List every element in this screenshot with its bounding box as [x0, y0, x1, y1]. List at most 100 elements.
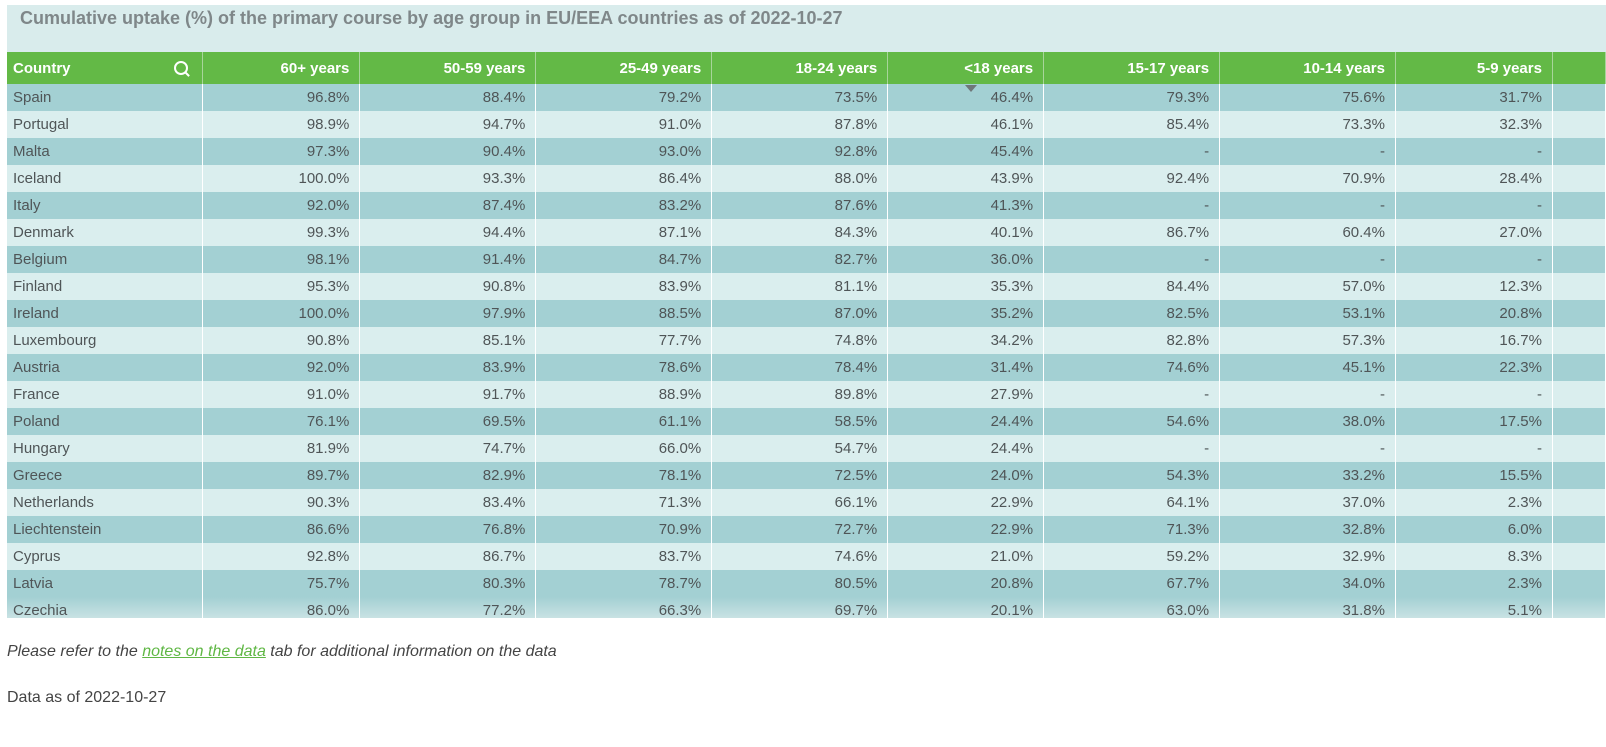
column-header-8[interactable]: 5-9 years	[1395, 52, 1553, 84]
value-cell: 45.1%	[1219, 354, 1396, 381]
data-note: Please refer to the notes on the data ta…	[7, 643, 557, 661]
value-cell: 82.9%	[359, 462, 537, 489]
table-row[interactable]: Luxembourg 90.8% 85.1% 77.7% 74.8% 34.2% 82.8%…	[7, 327, 1606, 354]
value-cell: 94.4%	[359, 219, 537, 246]
value-cell: 97.9%	[359, 300, 537, 327]
value-cell: 54.3%	[1043, 462, 1221, 489]
country-cell: Luxembourg	[7, 327, 204, 354]
table-row[interactable]: Poland 76.1% 69.5% 61.1% 58.5% 24.4% 54.6% 38.0…	[7, 408, 1606, 435]
value-cell: 84.7%	[535, 246, 713, 273]
value-cell: 93.3%	[359, 165, 537, 192]
value-cell: 89.7%	[202, 462, 361, 489]
value-cell: 74.8%	[711, 327, 889, 354]
column-header-label: 50-59 years	[443, 59, 526, 77]
search-icon[interactable]	[174, 61, 189, 75]
value-cell: 75.6%	[1219, 84, 1396, 111]
table-row[interactable]: Malta 97.3% 90.4% 93.0% 92.8% 45.4% - - -	[7, 138, 1606, 165]
value-cell: 69.5%	[359, 408, 537, 435]
value-cell: 83.2%	[535, 192, 713, 219]
overflow-cell	[1552, 327, 1606, 354]
table-row[interactable]: Liechtenstein 86.6% 76.8% 70.9% 72.7% 22.9% 71…	[7, 516, 1606, 543]
table-row[interactable]: Latvia 75.7% 80.3% 78.7% 80.5% 20.8% 67.7% 34.0…	[7, 570, 1606, 597]
column-header-label: 60+ years	[280, 59, 350, 77]
country-cell: Netherlands	[7, 489, 204, 516]
uptake-table-widget: Cumulative uptake (%) of the primary cou…	[7, 5, 1606, 618]
value-cell: 15.5%	[1395, 462, 1553, 489]
table-row[interactable]: Czechia 86.0% 77.2% 66.3% 69.7% 20.1% 63.0% 31.…	[7, 597, 1606, 618]
value-cell: 64.1%	[1043, 489, 1221, 516]
value-cell: 87.1%	[535, 219, 713, 246]
table-row[interactable]: Denmark 99.3% 94.4% 87.1% 84.3% 40.1% 86.7% 60.…	[7, 219, 1606, 246]
value-cell: 92.8%	[202, 543, 361, 570]
value-cell: 72.7%	[711, 516, 889, 543]
value-cell: 90.3%	[202, 489, 361, 516]
column-header-label: 25-49 years	[619, 59, 702, 77]
value-cell: 46.4%	[887, 84, 1045, 111]
value-cell: 96.8%	[202, 84, 361, 111]
value-cell: 72.5%	[711, 462, 889, 489]
column-header-4[interactable]: 18-24 years	[711, 52, 889, 84]
value-cell: 34.2%	[887, 327, 1045, 354]
country-cell: Spain	[7, 84, 204, 111]
value-cell: 5.1%	[1395, 597, 1553, 618]
overflow-cell	[1552, 165, 1606, 192]
value-cell: 78.4%	[711, 354, 889, 381]
value-cell: 20.8%	[887, 570, 1045, 597]
value-cell: 31.8%	[1219, 597, 1396, 618]
value-cell: 20.8%	[1395, 300, 1553, 327]
column-header-label: 18-24 years	[795, 59, 878, 77]
table-row[interactable]: Italy 92.0% 87.4% 83.2% 87.6% 41.3% - - -	[7, 192, 1606, 219]
table-row[interactable]: Belgium 98.1% 91.4% 84.7% 82.7% 36.0% - - -	[7, 246, 1606, 273]
column-header-1[interactable]: 60+ years	[202, 52, 361, 84]
value-cell: 94.7%	[359, 111, 537, 138]
value-cell: 87.8%	[711, 111, 889, 138]
value-cell: 86.0%	[202, 597, 361, 618]
table-row[interactable]: Portugal 98.9% 94.7% 91.0% 87.8% 46.1% 85.4% 73…	[7, 111, 1606, 138]
value-cell: 81.1%	[711, 273, 889, 300]
value-cell: 34.0%	[1219, 570, 1396, 597]
table-row[interactable]: Finland 95.3% 90.8% 83.9% 81.1% 35.3% 84.4% 57.…	[7, 273, 1606, 300]
value-cell: 88.0%	[711, 165, 889, 192]
value-cell: 78.6%	[535, 354, 713, 381]
value-cell: 63.0%	[1043, 597, 1221, 618]
value-cell: 92.8%	[711, 138, 889, 165]
column-header-3[interactable]: 25-49 years	[535, 52, 713, 84]
column-header-6[interactable]: 15-17 years	[1043, 52, 1221, 84]
overflow-cell	[1552, 381, 1606, 408]
column-header-country[interactable]: Country	[7, 52, 204, 84]
table-row[interactable]: Spain 96.8% 88.4% 79.2% 73.5% 46.4% 79.3% 75.6%…	[7, 84, 1606, 111]
value-cell: 86.4%	[535, 165, 713, 192]
country-cell: Hungary	[7, 435, 204, 462]
table-row[interactable]: France 91.0% 91.7% 88.9% 89.8% 27.9% - - -	[7, 381, 1606, 408]
column-header-7[interactable]: 10-14 years	[1219, 52, 1396, 84]
value-cell: 12.3%	[1395, 273, 1553, 300]
table-body: Spain 96.8% 88.4% 79.2% 73.5% 46.4% 79.3% 75.6%…	[7, 84, 1606, 618]
table-row[interactable]: Greece 89.7% 82.9% 78.1% 72.5% 24.0% 54.3% 33.2…	[7, 462, 1606, 489]
value-cell: 43.9%	[887, 165, 1045, 192]
header-row: Country 60+ years 50-59 years 25-49 years 18…	[7, 52, 1606, 84]
value-cell: 88.5%	[535, 300, 713, 327]
value-cell: 33.2%	[1219, 462, 1396, 489]
value-cell: 24.0%	[887, 462, 1045, 489]
column-header-5[interactable]: <18 years	[887, 52, 1045, 84]
table-row[interactable]: Netherlands 90.3% 83.4% 71.3% 66.1% 22.9% 64.1…	[7, 489, 1606, 516]
table-row[interactable]: Iceland 100.0% 93.3% 86.4% 88.0% 43.9% 92.4% 70…	[7, 165, 1606, 192]
country-cell: Austria	[7, 354, 204, 381]
value-cell: 71.3%	[535, 489, 713, 516]
overflow-cell	[1552, 435, 1606, 462]
table-row[interactable]: Cyprus 92.8% 86.7% 83.7% 74.6% 21.0% 59.2% 32.9…	[7, 543, 1606, 570]
value-cell: 85.4%	[1043, 111, 1221, 138]
notes-on-data-link[interactable]: notes on the data	[142, 643, 266, 660]
value-cell: 73.5%	[711, 84, 889, 111]
overflow-cell	[1552, 273, 1606, 300]
data-as-of: Data as of 2022-10-27	[7, 689, 167, 706]
country-cell: Malta	[7, 138, 204, 165]
value-cell: -	[1219, 435, 1396, 462]
value-cell: 89.8%	[711, 381, 889, 408]
table-row[interactable]: Ireland 100.0% 97.9% 88.5% 87.0% 35.2% 82.5% 53…	[7, 300, 1606, 327]
table-row[interactable]: Austria 92.0% 83.9% 78.6% 78.4% 31.4% 74.6% 45.…	[7, 354, 1606, 381]
value-cell: 27.9%	[887, 381, 1045, 408]
value-cell: 21.0%	[887, 543, 1045, 570]
column-header-2[interactable]: 50-59 years	[359, 52, 537, 84]
table-row[interactable]: Hungary 81.9% 74.7% 66.0% 54.7% 24.4% - - -	[7, 435, 1606, 462]
